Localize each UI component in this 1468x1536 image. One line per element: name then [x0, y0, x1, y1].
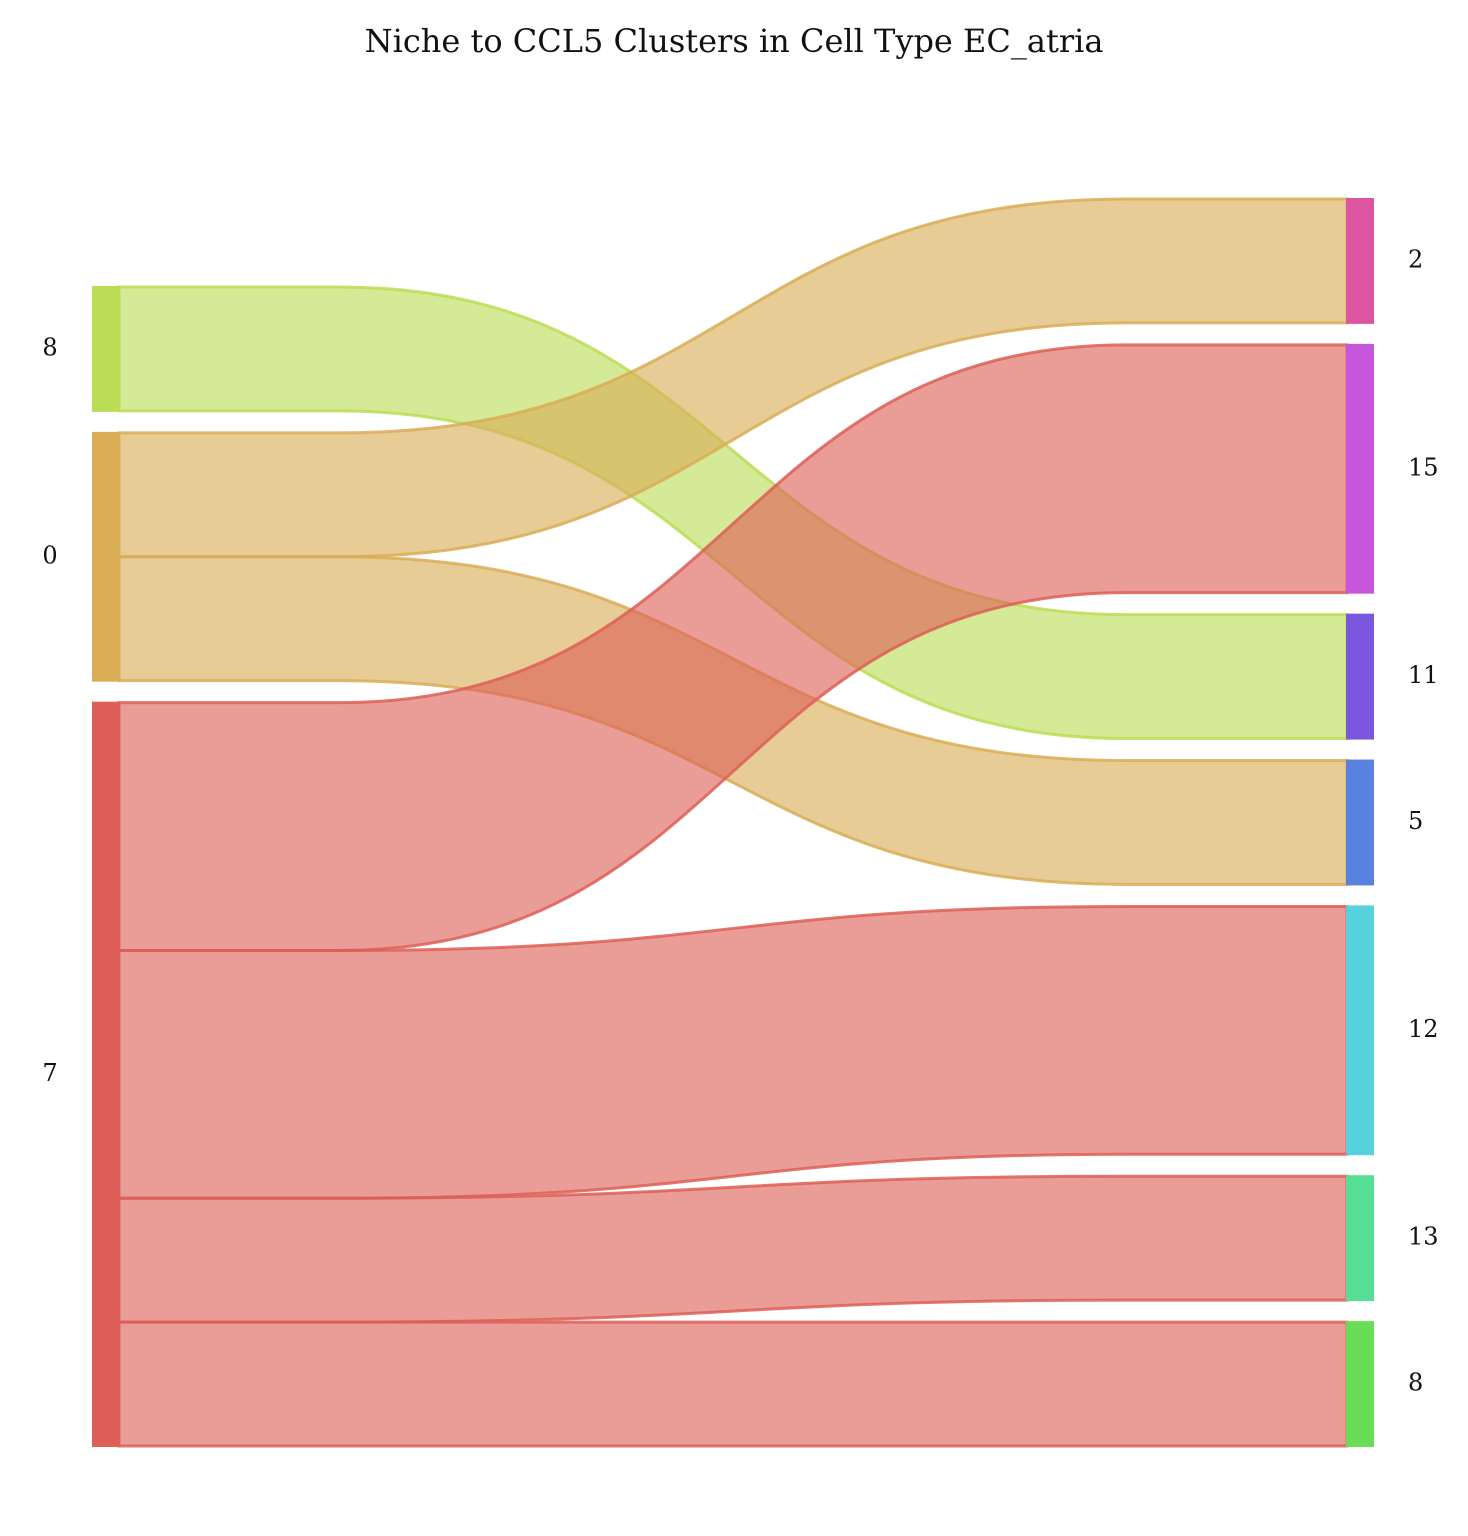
target-node-label: 13 — [1408, 1223, 1439, 1251]
link-s7-to-t13 — [117, 1174, 1349, 1324]
target-node-11 — [1346, 613, 1374, 740]
target-node-5 — [1346, 759, 1374, 886]
source-node-label: 7 — [42, 1059, 57, 1087]
link-s7-to-t12 — [117, 904, 1349, 1200]
links-layer — [117, 197, 1349, 1448]
labels-layer: 8 0 7 2 15 11 5 12 13 8 — [42, 245, 1438, 1396]
target-node-label: 12 — [1408, 1015, 1439, 1043]
target-node-15 — [1346, 343, 1374, 594]
target-node-label: 5 — [1408, 807, 1423, 835]
source-node-label: 8 — [42, 333, 57, 361]
chart-title: Niche to CCL5 Clusters in Cell Type EC_a… — [364, 22, 1104, 60]
target-node-label: 11 — [1408, 661, 1439, 689]
target-node-12 — [1346, 905, 1374, 1156]
target-node-8 — [1346, 1321, 1374, 1447]
nodes-layer — [92, 198, 1374, 1447]
source-node-8 — [92, 286, 120, 412]
target-node-13 — [1346, 1175, 1374, 1302]
target-node-label: 8 — [1408, 1369, 1423, 1397]
source-node-0 — [92, 431, 120, 682]
target-node-label: 2 — [1408, 245, 1423, 273]
link-s7-to-t8 — [117, 1320, 1349, 1448]
source-node-7 — [92, 701, 120, 1447]
target-node-2 — [1346, 198, 1374, 324]
target-node-label: 15 — [1408, 453, 1439, 481]
source-node-label: 0 — [42, 541, 57, 569]
